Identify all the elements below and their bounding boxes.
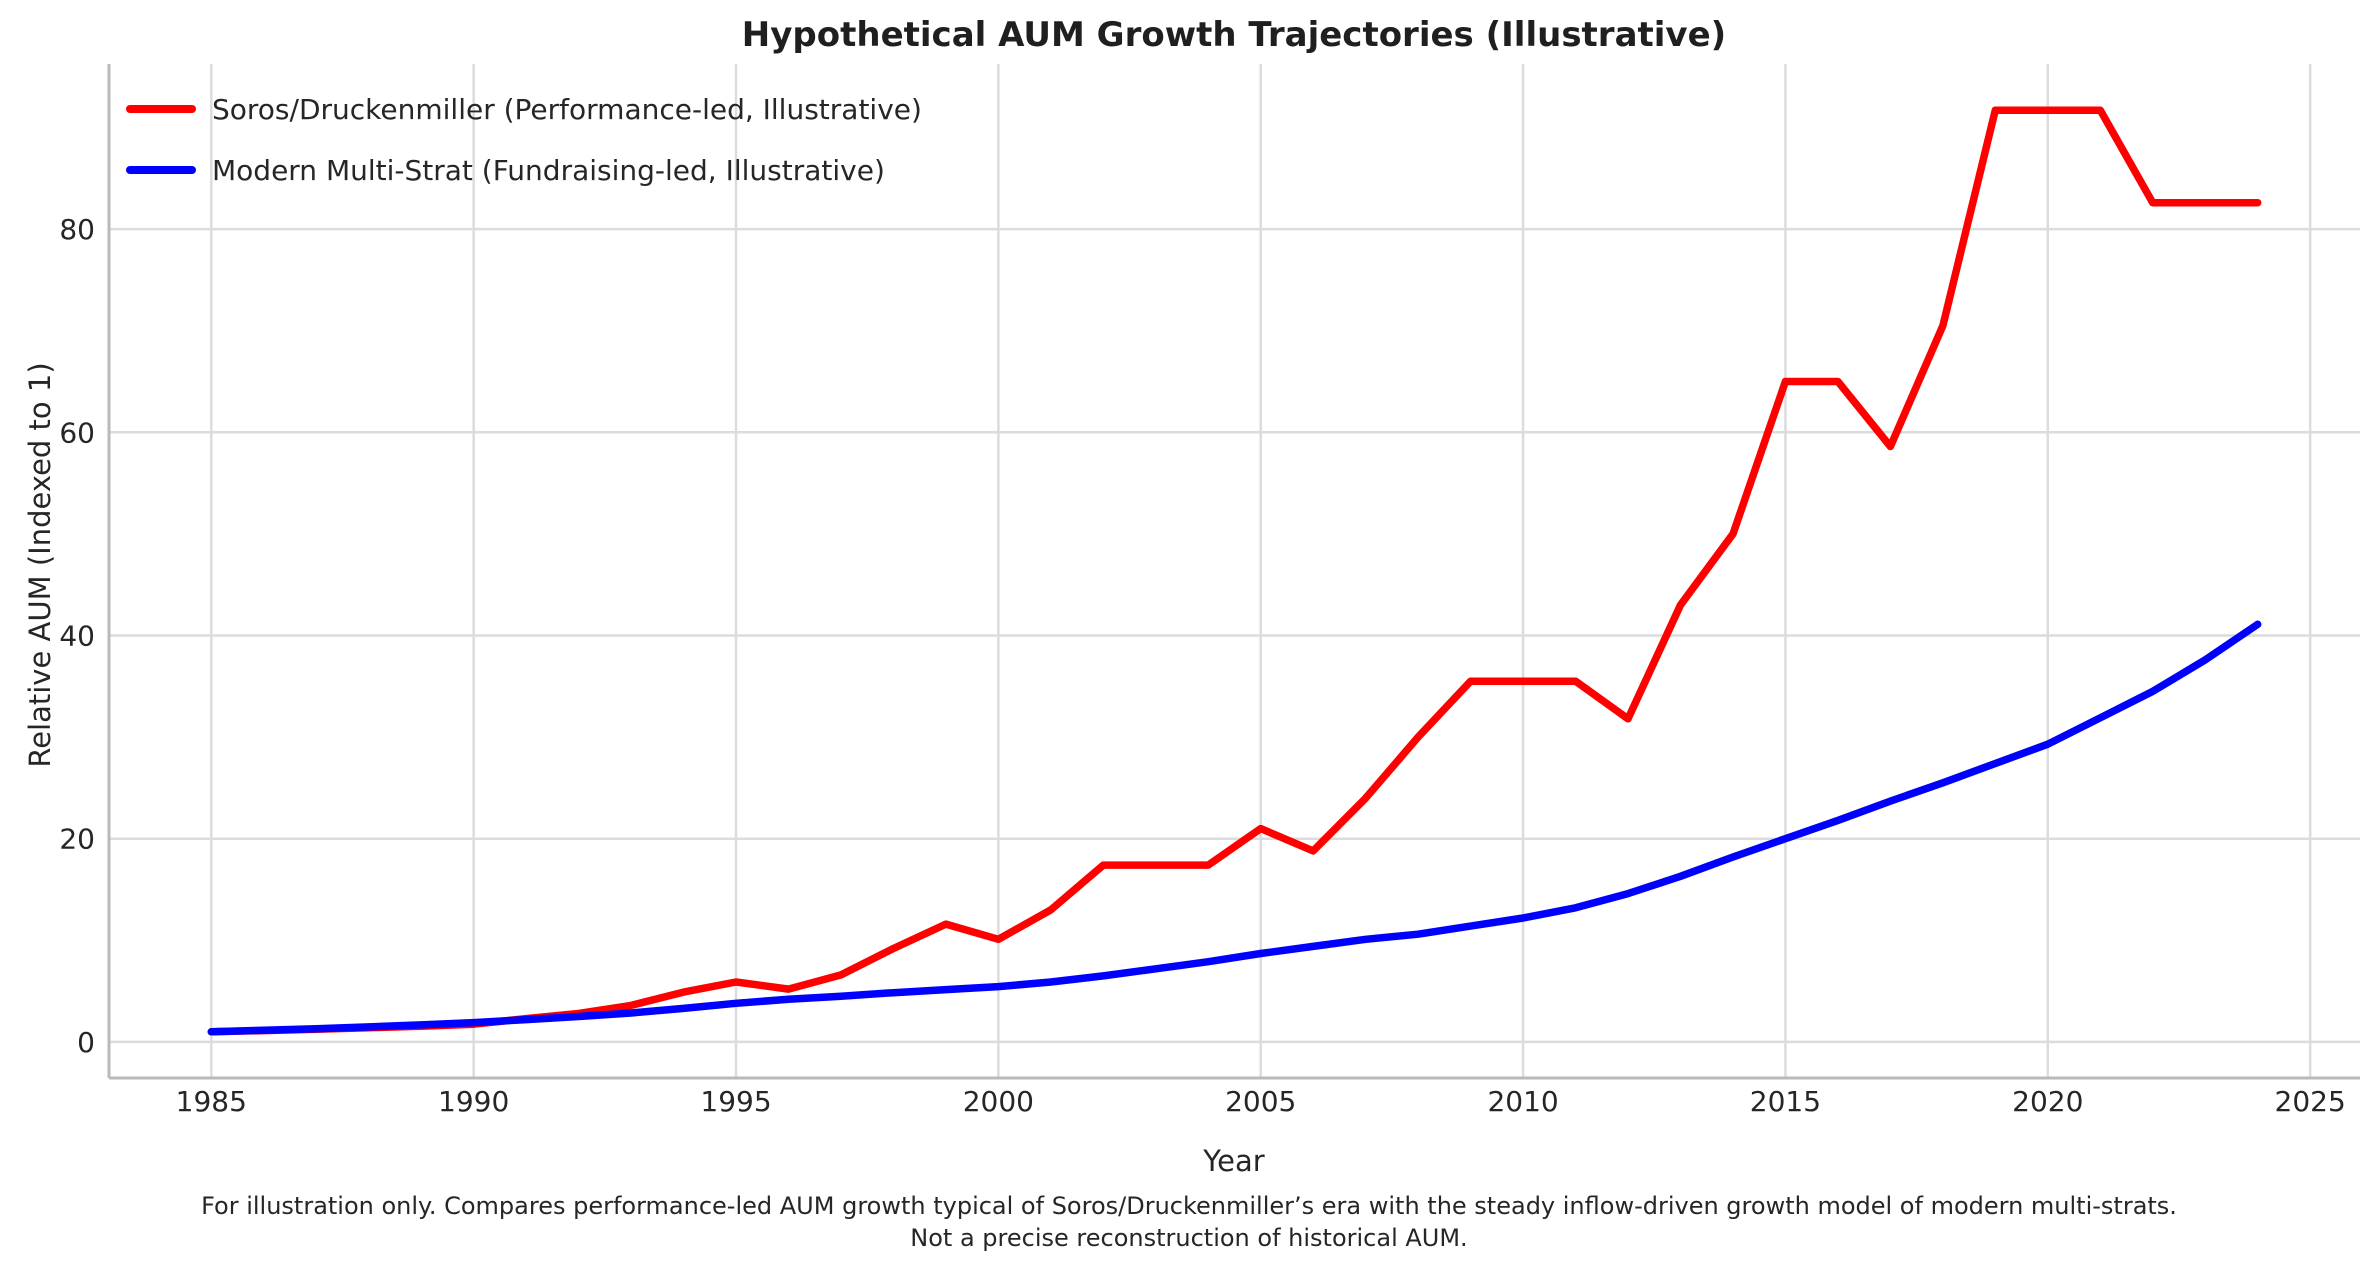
legend-label-soros: Soros/Druckenmiller (Performance-led, Il… [212,93,922,126]
axes-spines [107,64,2360,1080]
x-tick-label: 2020 [2012,1085,2083,1118]
grid-layer [109,64,2360,1078]
x-tick-label: 1990 [438,1085,509,1118]
series-line-1 [207,620,2262,1036]
y-tick-label: 40 [59,620,95,653]
y-axis-label: Relative AUM (Indexed to 1) [23,362,57,767]
chart-title: Hypothetical AUM Growth Trajectories (Il… [742,15,1726,55]
series-line-0 [207,106,2262,1036]
y-tick-label: 20 [59,823,95,856]
x-tick-label: 2000 [963,1085,1034,1118]
footnote-line-2: Not a precise reconstruction of historic… [910,1224,1467,1252]
x-tick-label: 1995 [700,1085,771,1118]
x-tick-labels: 1985 1990 1995 2000 2005 2010 2015 2020 2025 [176,1085,2346,1118]
x-tick-label: 2005 [1225,1085,1296,1118]
x-tick-label: 2025 [2275,1085,2346,1118]
x-tick-label: 2015 [1750,1085,1821,1118]
x-tick-label: 2010 [1487,1085,1558,1118]
series-layer [207,106,2262,1036]
x-tick-label: 1985 [176,1085,247,1118]
y-tick-label: 0 [77,1026,95,1059]
y-tick-label: 60 [59,416,95,449]
footnote-line-1: For illustration only. Compares performa… [201,1192,2177,1220]
y-tick-labels: 0 20 40 60 80 [59,213,95,1059]
x-axis-label: Year [1202,1144,1264,1178]
legend: Soros/Druckenmiller (Performance-led, Il… [126,93,922,187]
legend-label-multistrat: Modern Multi-Strat (Fundraising-led, Ill… [212,154,885,187]
y-tick-label: 80 [59,213,95,246]
